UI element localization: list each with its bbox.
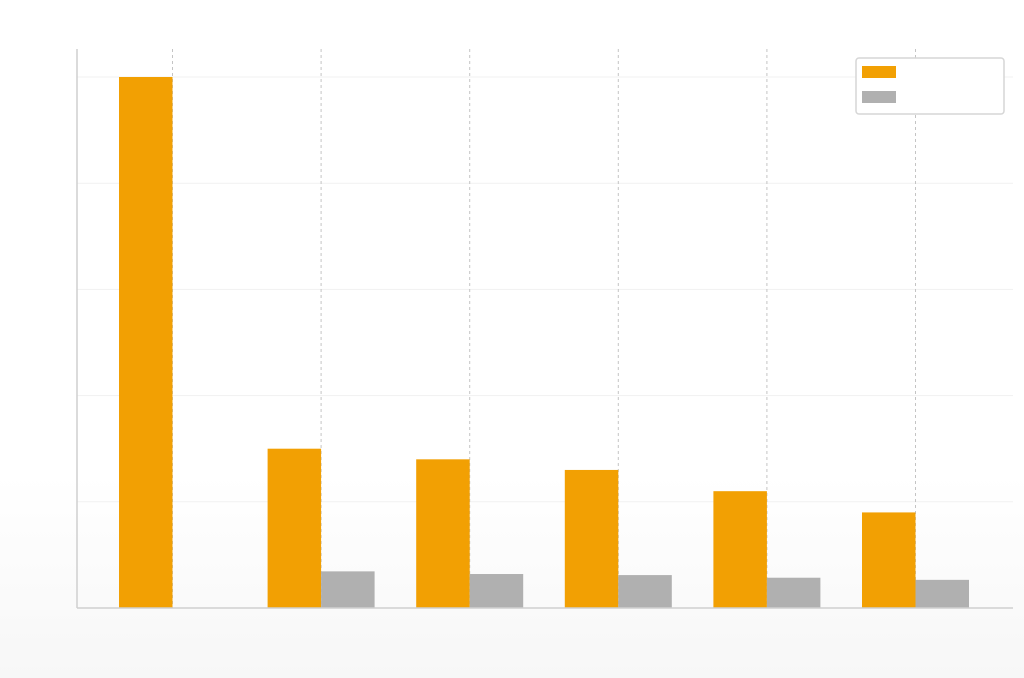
bar-series-2-category-5[interactable] (766, 577, 821, 608)
bars (119, 77, 969, 608)
legend (855, 57, 1005, 115)
bar-series-1-category-5[interactable] (713, 491, 767, 608)
bar-series-1-category-3[interactable] (416, 459, 470, 608)
bar-series-2-category-6[interactable] (915, 579, 970, 608)
grid-lines (77, 49, 1013, 608)
bar-series-1-category-6[interactable] (862, 512, 916, 608)
legend-swatch-series-2 (862, 91, 896, 103)
bar-series-2-category-3[interactable] (469, 574, 524, 608)
legend-swatch-series-1 (862, 66, 896, 78)
axes (76, 49, 1013, 609)
bar-series-1-category-2[interactable] (267, 448, 322, 608)
bar-series-1-category-4[interactable] (564, 469, 619, 608)
bar-series-2-category-2[interactable] (321, 571, 375, 608)
bar-series-1-category-1[interactable] (119, 77, 173, 608)
bar-series-2-category-4[interactable] (618, 575, 672, 608)
